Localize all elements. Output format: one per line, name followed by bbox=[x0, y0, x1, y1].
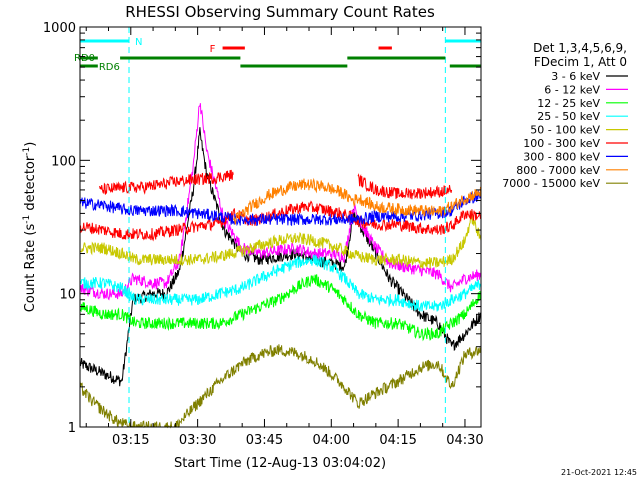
legend-label: 800 - 7000 keV bbox=[516, 164, 600, 177]
x-tick-label: 03:45 bbox=[246, 433, 283, 448]
legend-label: 300 - 800 keV bbox=[523, 150, 600, 163]
series-line-5 bbox=[79, 200, 482, 242]
x-tick-label: 03:15 bbox=[112, 433, 149, 448]
legend-header-line: Det 1,3,4,5,6,9, bbox=[533, 41, 627, 55]
x-tick-label: 04:30 bbox=[446, 433, 483, 448]
flare-label: F bbox=[210, 44, 216, 55]
series-line-2 bbox=[79, 274, 482, 342]
y-axis-label-part: detector bbox=[23, 155, 38, 215]
y-axis-label-exponent: -1 bbox=[22, 147, 32, 156]
x-tick-label: 04:00 bbox=[313, 433, 350, 448]
series-line-4 bbox=[79, 211, 482, 269]
rd0-label: RD0 bbox=[74, 53, 95, 64]
y-tick-label: 1000 bbox=[43, 21, 76, 36]
chart-title: RHESSI Observing Summary Count Rates bbox=[125, 3, 435, 21]
x-tick-label: 03:30 bbox=[179, 433, 216, 448]
series-line-1 bbox=[79, 103, 482, 301]
series-line-3 bbox=[79, 254, 482, 312]
legend-label: 6 - 12 keV bbox=[544, 83, 600, 96]
series-line-7 bbox=[232, 177, 482, 225]
legend-label: 25 - 50 keV bbox=[537, 110, 600, 123]
y-axis-label-exponent: -1 bbox=[22, 215, 32, 224]
y-tick-label: 10 bbox=[59, 288, 76, 303]
x-tick-label: 04:15 bbox=[379, 433, 416, 448]
series-line-6 bbox=[79, 190, 482, 227]
legend-label: 50 - 100 keV bbox=[530, 124, 600, 137]
series-line-10 bbox=[79, 344, 482, 429]
y-axis-label-part: Count Rate (s bbox=[23, 224, 38, 313]
series-line-8 bbox=[99, 169, 234, 195]
legend-label: 12 - 25 keV bbox=[537, 97, 600, 110]
y-tick-label: 1 bbox=[68, 421, 76, 436]
legend-label: 100 - 300 keV bbox=[523, 137, 600, 150]
night-label: N bbox=[135, 37, 142, 48]
legend-header-line: FDecim 1, Att 0 bbox=[534, 55, 627, 69]
legend: Det 1,3,4,5,6,9, FDecim 1, Att 0 3 - 6 k… bbox=[502, 41, 628, 190]
x-axis: 03:15 03:30 03:45 04:00 04:15 04:30 bbox=[85, 27, 484, 448]
x-axis-label: Start Time (12-Aug-13 03:04:02) bbox=[174, 456, 386, 471]
plot-frame bbox=[79, 26, 482, 428]
legend-label: 3 - 6 keV bbox=[551, 70, 600, 83]
y-axis-label-part: ) bbox=[23, 142, 38, 147]
plot-area bbox=[79, 103, 482, 429]
y-axis-label: Count Rate (s-1 detector-1) bbox=[22, 142, 38, 313]
rd6-label: RD6 bbox=[99, 62, 120, 73]
footer-timestamp: 21-Oct-2021 12:45 bbox=[561, 468, 637, 477]
y-tick-label: 100 bbox=[51, 154, 76, 169]
legend-label: 7000 - 15000 keV bbox=[502, 177, 600, 190]
y-axis: 1 10 100 1000 bbox=[43, 21, 481, 436]
series-line-9 bbox=[357, 173, 453, 200]
